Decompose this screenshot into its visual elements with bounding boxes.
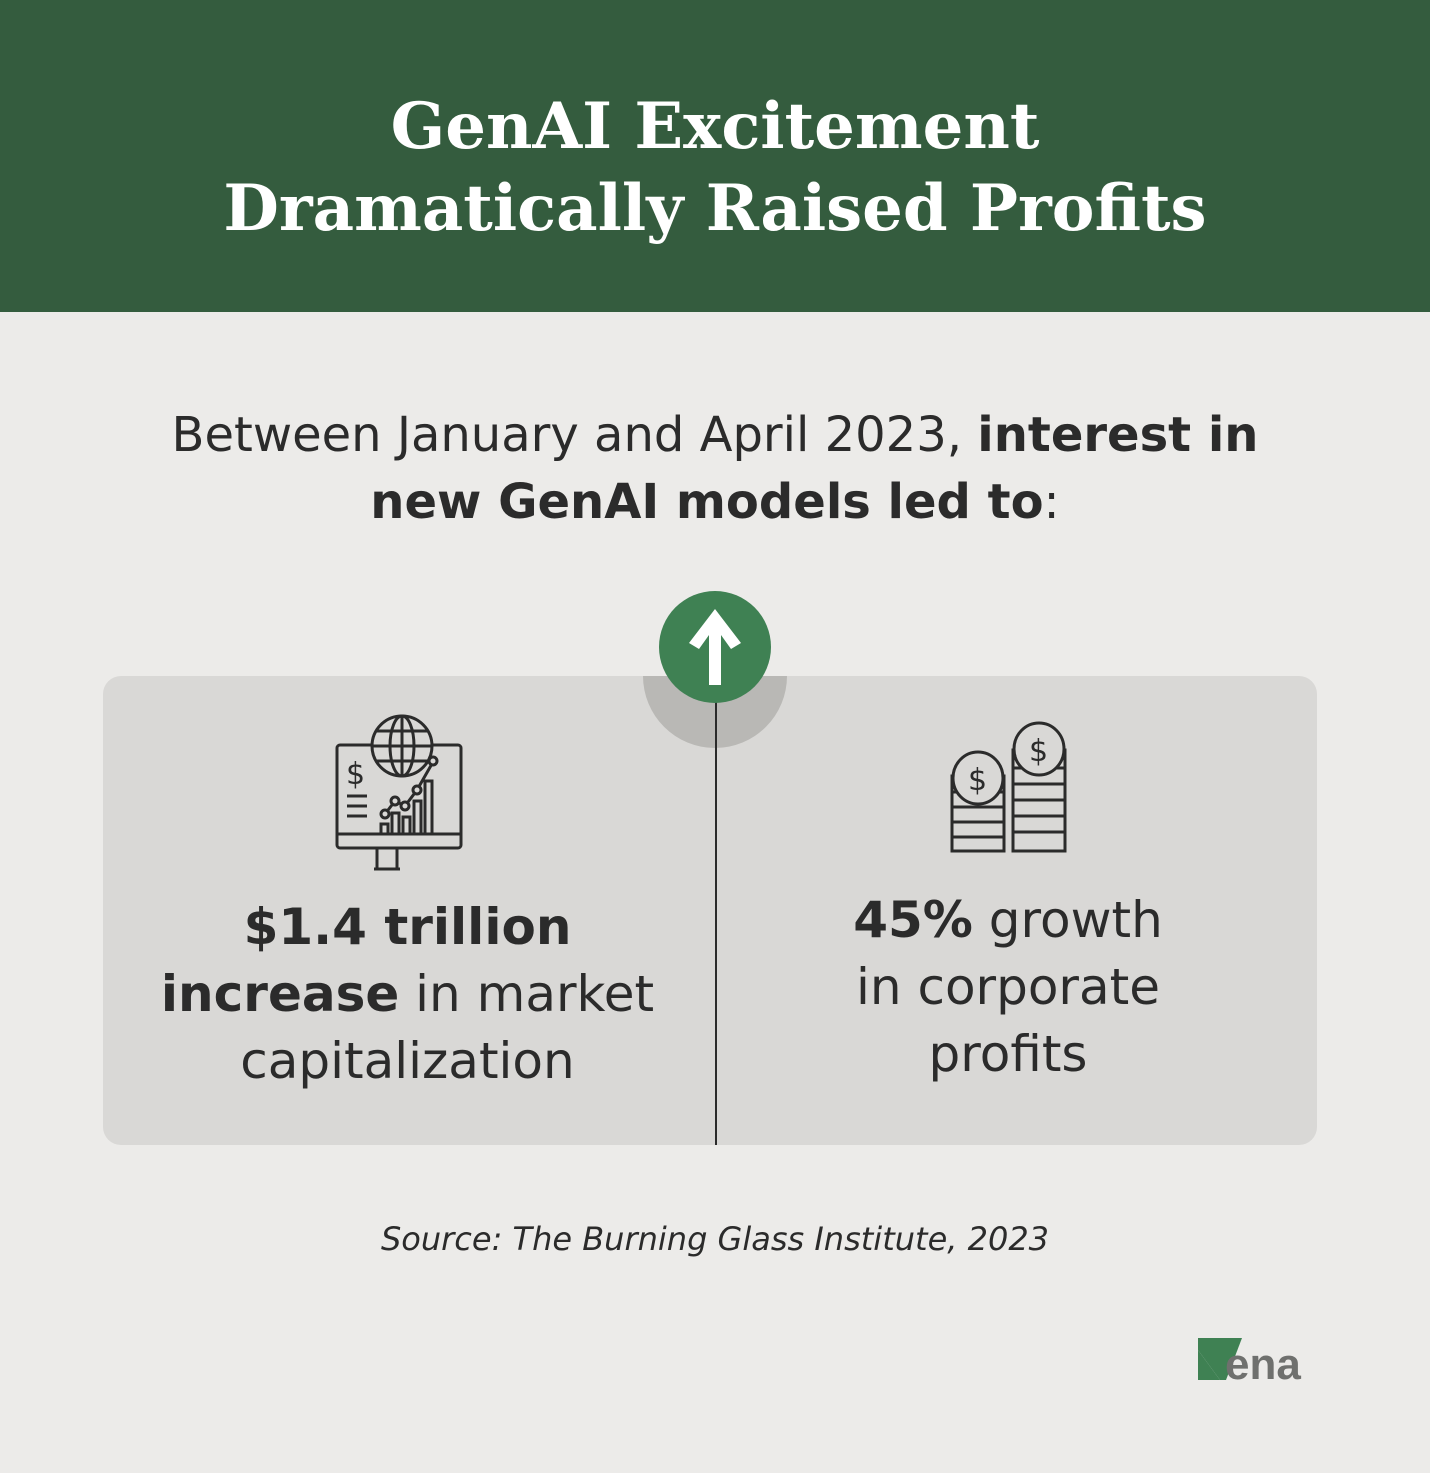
title-line-1: GenAI Excitement [390,89,1040,164]
stat-value: 45% [853,891,973,949]
vena-logo: ena [1198,1338,1301,1382]
up-arrow-icon [659,591,771,703]
intro-text: Between January and April 2023, interest… [100,402,1330,536]
intro-end: : [1043,474,1060,530]
stat-value: $1.4 trillion [243,898,572,956]
stats-card [103,676,1317,1145]
stat-profits: 45% growth in corporate profits [760,887,1256,1088]
svg-text:$: $ [1029,734,1048,769]
page-title: GenAI Excitement Dramatically Raised Pro… [0,86,1430,250]
title-line-2: Dramatically Raised Profits [223,171,1207,246]
stat-bold: increase [160,965,400,1023]
header-banner: GenAI Excitement Dramatically Raised Pro… [0,0,1430,312]
intro-plain: Between January and April 2023, [171,407,978,463]
stat-market-cap: $1.4 trillion increase in market capital… [130,894,685,1095]
stat-text: profits [928,1025,1088,1083]
svg-text:$: $ [346,757,365,792]
stat-text: in corporate [855,958,1160,1016]
divider-line [715,700,717,1145]
source-citation: Source: The Burning Glass Institute, 202… [380,1220,1050,1258]
intro-bold-2: new GenAI models led to [370,474,1044,530]
coin-stacks-icon: $ $ [950,721,1067,853]
stat-text: growth [972,891,1163,949]
svg-text:ena: ena [1225,1340,1301,1382]
svg-text:$: $ [968,763,987,798]
monitor-globe-chart-icon: $ [335,714,463,871]
intro-bold-1: interest in [977,407,1259,463]
stat-text: capitalization [240,1032,575,1090]
stat-text: in market [399,965,655,1023]
